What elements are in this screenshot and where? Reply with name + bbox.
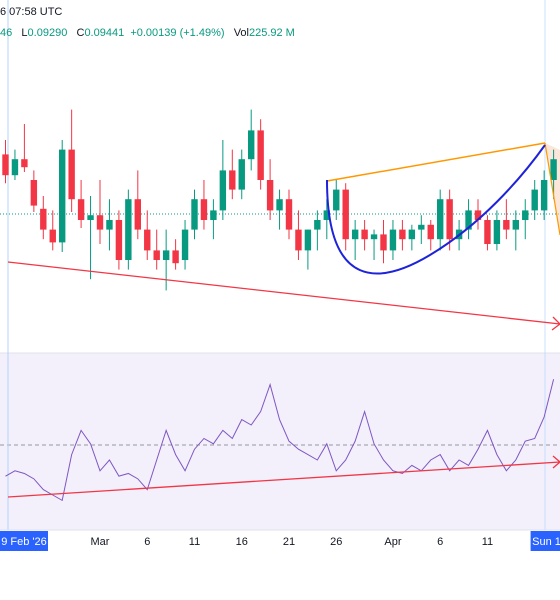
candle-body — [115, 220, 123, 260]
header-time: 6 07:58 UTC — [0, 6, 63, 18]
candle-body — [257, 130, 264, 180]
candles — [2, 109, 557, 291]
candle-body — [314, 220, 321, 230]
candle-body — [370, 234, 378, 240]
close-label: C — [76, 27, 85, 39]
candle-body — [153, 250, 160, 260]
x-tick-label: 26 — [330, 536, 342, 548]
x-tick-label: 11 — [189, 536, 200, 548]
candle-body — [181, 229, 189, 260]
candle-body — [295, 229, 302, 251]
candle-body — [531, 189, 538, 211]
x-tick-label: 6 — [437, 536, 443, 548]
candle-body — [144, 229, 151, 251]
candle-body — [210, 210, 217, 220]
candle-body — [2, 154, 9, 176]
candle-body — [550, 159, 557, 180]
candle-body — [493, 220, 501, 244]
candle-body — [408, 229, 416, 240]
open-value: 46 — [0, 27, 13, 39]
x-label-box — [0, 531, 48, 551]
arrow-head — [552, 455, 560, 469]
candle-body — [446, 199, 453, 240]
candle-body — [399, 229, 406, 240]
candle-body — [503, 220, 510, 230]
candle-body — [59, 149, 66, 243]
candle-body — [191, 199, 198, 230]
candle-body — [427, 224, 434, 240]
candle-body — [238, 159, 245, 190]
candle-body — [380, 234, 387, 251]
candle-body — [11, 159, 19, 176]
candle-body — [200, 199, 208, 220]
volume-label: Vol — [233, 27, 249, 39]
candle-body — [276, 199, 283, 211]
x-tick-label: Sun 19 — [532, 536, 560, 548]
trend-line — [544, 142, 560, 236]
x-tick-label: 11 — [482, 536, 493, 548]
candle-body — [474, 210, 482, 220]
rsi-pane — [5, 379, 555, 502]
candle-body — [96, 215, 104, 230]
candle-body — [172, 250, 179, 264]
candle-body — [465, 210, 472, 230]
candle-body — [21, 159, 28, 168]
candle-body — [219, 170, 227, 211]
arrow-head — [551, 316, 560, 331]
candle-body — [484, 220, 491, 244]
x-axis: 9 Feb '26 Mar 6 11 16 21 26 Apr 6 11 Sun 19 — [0, 531, 560, 551]
change-value: +0.00139 (+1.49%) — [130, 27, 225, 39]
candle-body — [134, 199, 141, 230]
x-tick-label: 9 Feb '26 — [1, 536, 47, 548]
candle-body — [418, 224, 425, 230]
candle-body — [333, 189, 340, 211]
x-tick-label: 21 — [283, 536, 295, 548]
candle-body — [361, 229, 368, 240]
candle-body — [323, 210, 330, 220]
candle-body — [248, 130, 255, 160]
rsi-band — [0, 353, 560, 530]
x-tick-label: Mar — [91, 536, 110, 548]
candle-body — [30, 180, 38, 206]
candle-body — [540, 180, 548, 211]
candle-body — [285, 199, 293, 230]
candle-body — [266, 180, 274, 211]
candle-body — [342, 189, 349, 240]
candle-body — [49, 229, 56, 243]
trend-line — [7, 261, 560, 325]
trend-line — [7, 461, 560, 498]
volume-value: 225.92 M — [248, 27, 295, 39]
candle-body — [68, 149, 75, 200]
rsi-line — [5, 379, 555, 502]
x-tick-label: Apr — [384, 536, 401, 548]
candle-body — [512, 220, 519, 230]
x-label-box — [530, 531, 560, 551]
close-value: 0.09441 — [84, 27, 125, 39]
x-tick-label: 6 — [144, 536, 150, 548]
candle-body — [40, 208, 47, 230]
candle-body — [437, 199, 444, 240]
candle-body — [304, 229, 312, 251]
curve-drawing — [326, 144, 546, 275]
candle-body — [77, 199, 85, 220]
trend-line — [326, 142, 546, 182]
candle-body — [125, 199, 132, 260]
candle-body — [389, 229, 397, 251]
candle-body — [522, 210, 529, 220]
low-label: L — [21, 27, 28, 39]
candle-body — [162, 250, 170, 260]
candle-body — [351, 229, 359, 240]
header-ohlc: 46 L0.09290 C0.09441 +0.00139 (+1.49%) V… — [0, 27, 295, 39]
candle-body — [87, 215, 94, 220]
low-value: 0.09290 — [27, 27, 68, 39]
x-tick-label: 16 — [236, 536, 248, 548]
candle-body — [229, 170, 236, 190]
candle-body — [106, 220, 113, 230]
